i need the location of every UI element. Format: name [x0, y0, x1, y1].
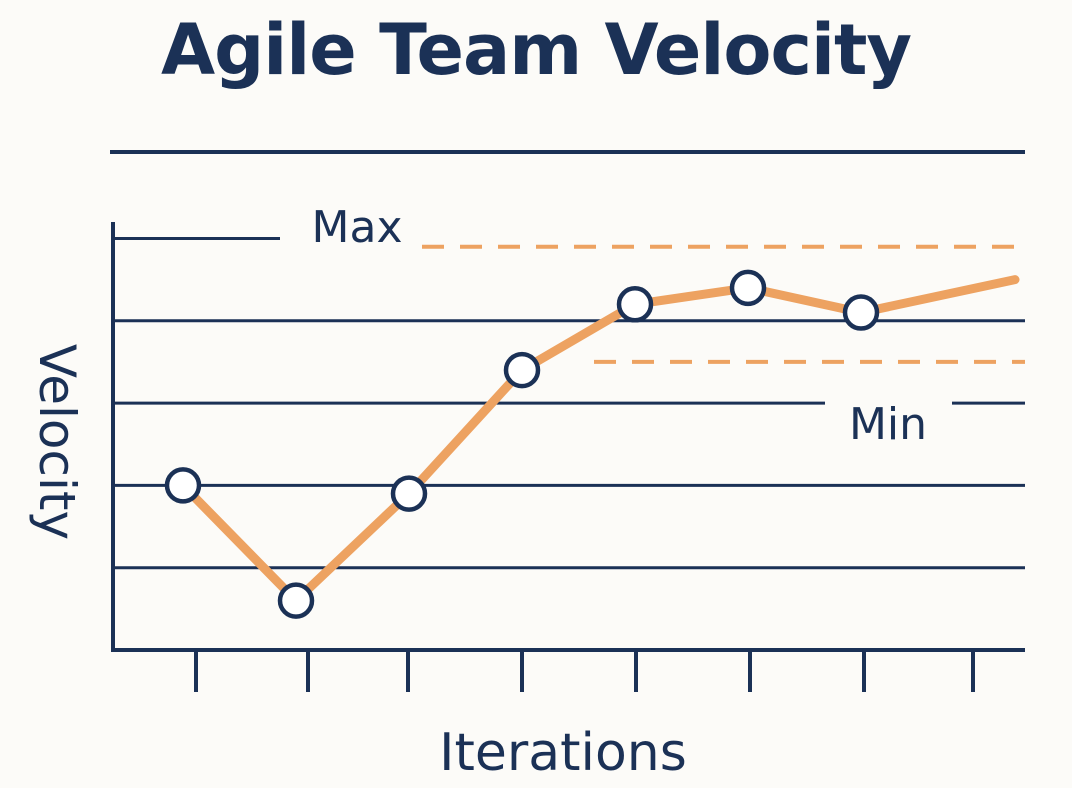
data-point [616, 286, 654, 323]
axes [111, 222, 1025, 652]
min-reference-label: Min [849, 399, 927, 450]
data-point [390, 475, 428, 512]
data-point [277, 582, 315, 619]
data-point-markers [164, 269, 880, 619]
data-point [164, 467, 202, 504]
chart-title: Agile Team Velocity [160, 9, 912, 91]
x-axis-ticks [194, 652, 975, 692]
data-point [842, 294, 880, 331]
x-axis-label: Iterations [439, 723, 687, 783]
velocity-series-line [178, 275, 1020, 606]
series-layer [178, 275, 1020, 606]
y-axis-label: Velocity [28, 344, 86, 540]
reference-lines [422, 244, 1025, 364]
data-point [729, 269, 767, 307]
data-point [503, 351, 541, 389]
max-reference-label: Max [312, 202, 403, 253]
